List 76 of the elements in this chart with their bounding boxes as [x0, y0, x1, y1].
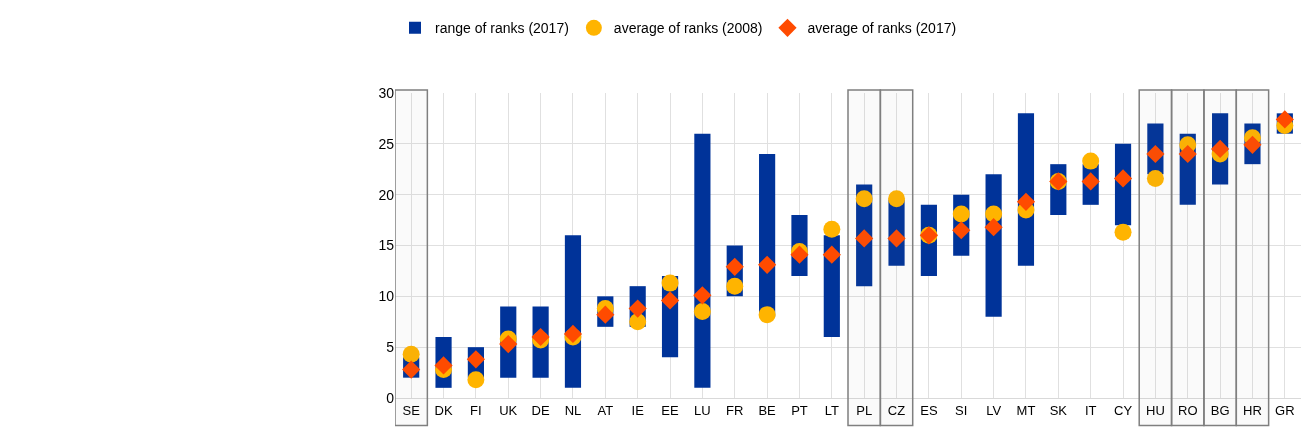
point [1113, 169, 1133, 188]
point [822, 245, 841, 264]
legend-label: average of ranks (2008) [613, 20, 763, 37]
point [1146, 169, 1164, 187]
point [1114, 223, 1132, 241]
x-tick-label: AT [597, 402, 614, 418]
y-tick-label: 25 [378, 135, 395, 152]
point [1146, 144, 1165, 164]
point [1211, 139, 1230, 159]
x-tick-label: IE [631, 402, 645, 418]
point [985, 205, 1003, 223]
y-tick-label: 0 [386, 389, 395, 406]
point [1016, 192, 1036, 211]
point [726, 277, 744, 295]
x-tick-label: HR [1243, 402, 1262, 418]
x-tick-label: LT [824, 402, 839, 418]
x-tick-label: HU [1146, 402, 1165, 418]
point [984, 218, 1003, 237]
point [1275, 110, 1294, 129]
y-tick-label: 10 [378, 288, 395, 305]
point [887, 229, 906, 248]
x-tick-label: IT [1084, 402, 1097, 418]
point [402, 345, 420, 363]
point [952, 205, 970, 223]
point [725, 257, 744, 276]
point [1081, 172, 1100, 191]
point [758, 255, 777, 274]
point [1082, 152, 1100, 170]
x-tick-label: CZ [887, 402, 906, 418]
x-tick-label: LU [694, 402, 711, 418]
y-tick-label: 15 [378, 237, 395, 254]
x-tick-label: DE [531, 402, 550, 418]
x-tick-label: CY [1114, 402, 1133, 418]
point [693, 286, 712, 305]
x-tick-label: SK [1049, 402, 1068, 418]
x-tick-label: SI [955, 402, 968, 418]
x-tick-label: GR [1275, 402, 1295, 418]
x-tick-label: UK [499, 402, 518, 418]
point [434, 356, 453, 375]
x-tick-label: EE [661, 402, 680, 418]
point [467, 371, 485, 389]
x-tick-label: DK [434, 402, 453, 418]
point [888, 190, 906, 208]
legend-label: average of ranks (2017) [807, 20, 957, 37]
y-tick-label: 5 [386, 339, 395, 356]
point [628, 299, 647, 318]
point [758, 306, 776, 324]
x-tick-label: BG [1210, 402, 1230, 418]
point [466, 350, 485, 369]
x-tick-label: NL [564, 402, 582, 418]
point [855, 190, 873, 208]
x-tick-label: MT [1016, 402, 1036, 418]
point [1243, 135, 1262, 154]
y-tick-label: 30 [378, 84, 395, 101]
point [693, 303, 711, 321]
point [661, 274, 679, 292]
point [531, 327, 550, 347]
point [660, 291, 680, 310]
point [629, 313, 647, 331]
x-tick-label: BE [758, 402, 777, 418]
x-tick-label: RO [1178, 402, 1198, 418]
x-tick-label: LV [986, 402, 1002, 418]
x-tick-label: FI [470, 402, 482, 418]
point [499, 335, 518, 354]
x-tick-label: PL [856, 402, 873, 418]
point [952, 221, 971, 240]
legend-label: range of ranks (2017) [435, 20, 569, 37]
y-tick-label: 20 [378, 186, 395, 203]
x-tick-label: ES [920, 402, 938, 418]
point [855, 229, 874, 248]
point [823, 220, 841, 238]
point [1178, 144, 1197, 164]
point [596, 305, 615, 324]
x-tick-label: PT [791, 402, 808, 418]
x-tick-label: SE [402, 402, 421, 418]
x-tick-label: FR [726, 402, 744, 418]
